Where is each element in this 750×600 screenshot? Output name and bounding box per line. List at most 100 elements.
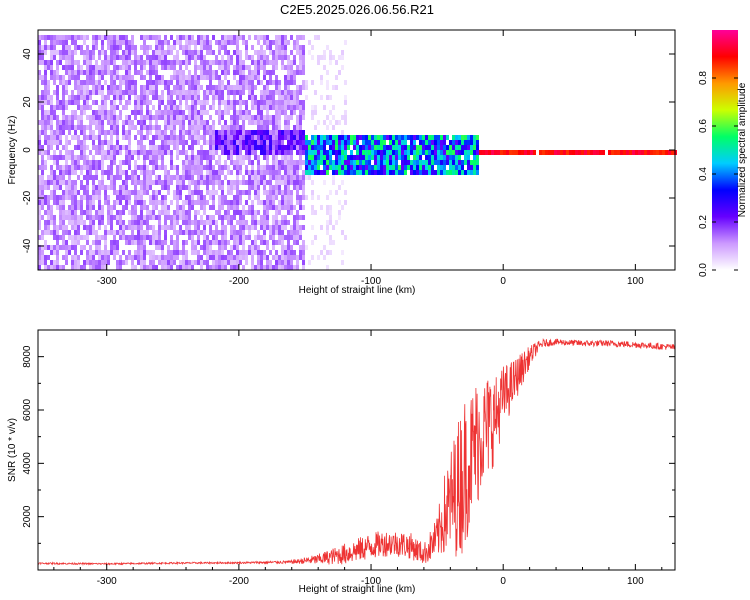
spectrogram-cell [77,215,80,220]
spectrogram-cell [164,60,167,65]
spectrogram-cell [374,160,377,165]
spectrogram-cell [77,115,80,120]
spectrogram-cell [302,100,305,105]
spectrogram-cell [176,55,179,60]
spectrogram-cell [326,265,329,270]
spectrogram-cell [251,160,254,165]
spectrogram-cell [50,75,53,80]
spectrogram-cell [161,75,164,80]
spectrogram-cell [239,130,242,135]
spectrogram-cell [74,145,77,150]
spectrogram-cell [296,230,299,235]
spectrogram-cell [458,155,461,160]
spectrogram-cell [89,95,92,100]
spectrogram-cell [299,35,302,40]
spectrogram-cell [263,105,266,110]
spectrogram-cell [203,175,206,180]
spectrogram-cell [98,245,101,250]
spectrogram-cell [95,215,98,220]
spectrogram-cell [374,155,377,160]
spectrogram-cell [53,110,56,115]
spectrogram-cell [401,165,404,170]
spectrogram-cell [53,45,56,50]
spectrogram-cell [83,60,86,65]
spectrogram-cell [254,35,257,40]
spectrogram-cell [356,165,359,170]
spectrogram-cell [254,215,257,220]
spectrogram-cell [53,180,56,185]
spectrogram-cell [188,230,191,235]
spectrogram-cell [53,190,56,195]
spectrogram-cell [281,145,284,150]
spectrogram-cell [116,50,119,55]
spectrogram-cell [185,115,188,120]
spectrogram-cell [431,135,434,140]
spectrogram-cell [77,135,80,140]
spectrogram-cell [173,245,176,250]
spectrogram-cell [218,155,221,160]
spectrogram-cell [230,225,233,230]
spectrogram-cell [284,220,287,225]
spectrogram-cell [143,200,146,205]
spectrogram-cell [344,140,347,145]
spectrogram-cell [176,230,179,235]
spectrogram-cell [665,150,668,155]
spectrogram-cell [410,135,413,140]
spectrogram-cell [260,250,263,255]
spectrogram-cell [236,245,239,250]
spectrogram-cell [107,120,110,125]
spectrogram-cell [185,260,188,265]
spectrogram-cell [137,220,140,225]
spectrogram-cell [47,220,50,225]
spectrogram-cell [230,155,233,160]
spectrogram-cell [77,260,80,265]
spectrogram-cell [242,230,245,235]
spectrogram-cell [134,65,137,70]
spectrogram-cell [269,170,272,175]
spectrogram-cell [56,35,59,40]
spectrogram-cell [200,85,203,90]
spectrogram-cell [143,220,146,225]
spectrogram-cell [443,165,446,170]
spectrogram-cell [146,165,149,170]
spectrogram-cell [344,145,347,150]
spectrogram-cell [341,150,344,155]
spectrogram-cell [44,185,47,190]
spectrogram-cell [110,210,113,215]
spectrogram-cell [200,155,203,160]
spectrogram-cell [251,265,254,270]
spectrogram-cell [260,45,263,50]
spectrogram-cell [335,140,338,145]
spectrogram-cell [401,150,404,155]
spectrogram-cell [71,185,74,190]
spectrogram-cell [77,85,80,90]
spectrogram-cell [74,70,77,75]
spectrogram-cell [155,145,158,150]
spectrogram-cell [425,165,428,170]
spectrogram-cell [269,45,272,50]
spectrogram-cell [134,160,137,165]
spectrogram-cell [212,220,215,225]
spectrogram-cell [218,250,221,255]
spectrogram-cell [284,215,287,220]
spectrogram-cell [89,175,92,180]
spectrogram-cell [263,60,266,65]
spectrogram-cell [74,60,77,65]
spectrogram-cell [224,50,227,55]
spectrogram-cell [275,250,278,255]
spectrogram-cell [59,80,62,85]
spectrogram-cell [227,105,230,110]
spectrogram-cell [113,60,116,65]
spectrogram-cell [149,225,152,230]
spectrogram-cell [65,225,68,230]
spectrogram-cell [317,120,320,125]
spectrogram-cell [68,195,71,200]
spectrogram-cell [197,230,200,235]
spectrogram-cell [113,95,116,100]
spectrogram-cell [386,145,389,150]
spectrogram-cell [575,150,578,155]
spectrogram-cell [98,200,101,205]
spectrogram-cell [296,160,299,165]
spectrogram-cell [128,225,131,230]
spectrogram-cell [539,150,542,155]
